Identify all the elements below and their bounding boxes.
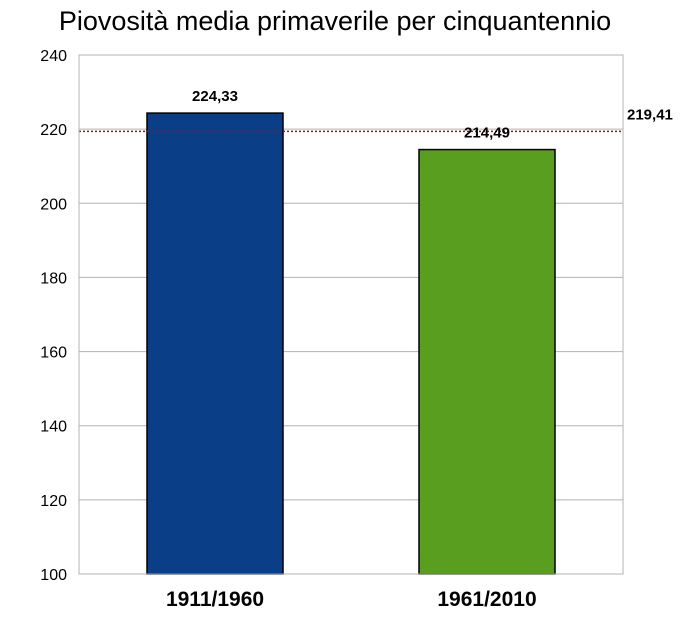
plot-border [78, 54, 624, 575]
chart-title: Piovosità media primaverile per cinquant… [59, 6, 611, 36]
y-tick-label: 220 [40, 122, 67, 139]
y-tick-label: 140 [40, 419, 67, 436]
bar-2 [418, 148, 556, 575]
x-tick-label: 1911/1960 [166, 588, 264, 611]
y-tick-label: 100 [40, 567, 67, 584]
y-tick-label: 180 [40, 270, 67, 287]
y-tick-label: 160 [40, 345, 67, 362]
data-labels: 224,33 214,49 [192, 88, 510, 141]
bar-1 [146, 112, 284, 575]
plot-frame [78, 54, 624, 575]
y-tick-label: 200 [40, 196, 67, 213]
reference-line-group: 219,41 [79, 106, 673, 133]
bar-value-label: 224,33 [192, 88, 238, 105]
bars [146, 112, 556, 575]
y-tick-label: 120 [40, 493, 67, 510]
y-tick-label: 240 [40, 48, 67, 65]
bar-value-label: 214,49 [464, 125, 510, 142]
reference-line-label: 219,41 [627, 106, 673, 123]
x-tick-label: 1961/2010 [437, 588, 536, 611]
y-axis-ticks: 100 120 140 160 180 200 220 240 [40, 48, 67, 584]
x-axis-ticks: 1911/1960 1961/2010 [166, 588, 537, 611]
